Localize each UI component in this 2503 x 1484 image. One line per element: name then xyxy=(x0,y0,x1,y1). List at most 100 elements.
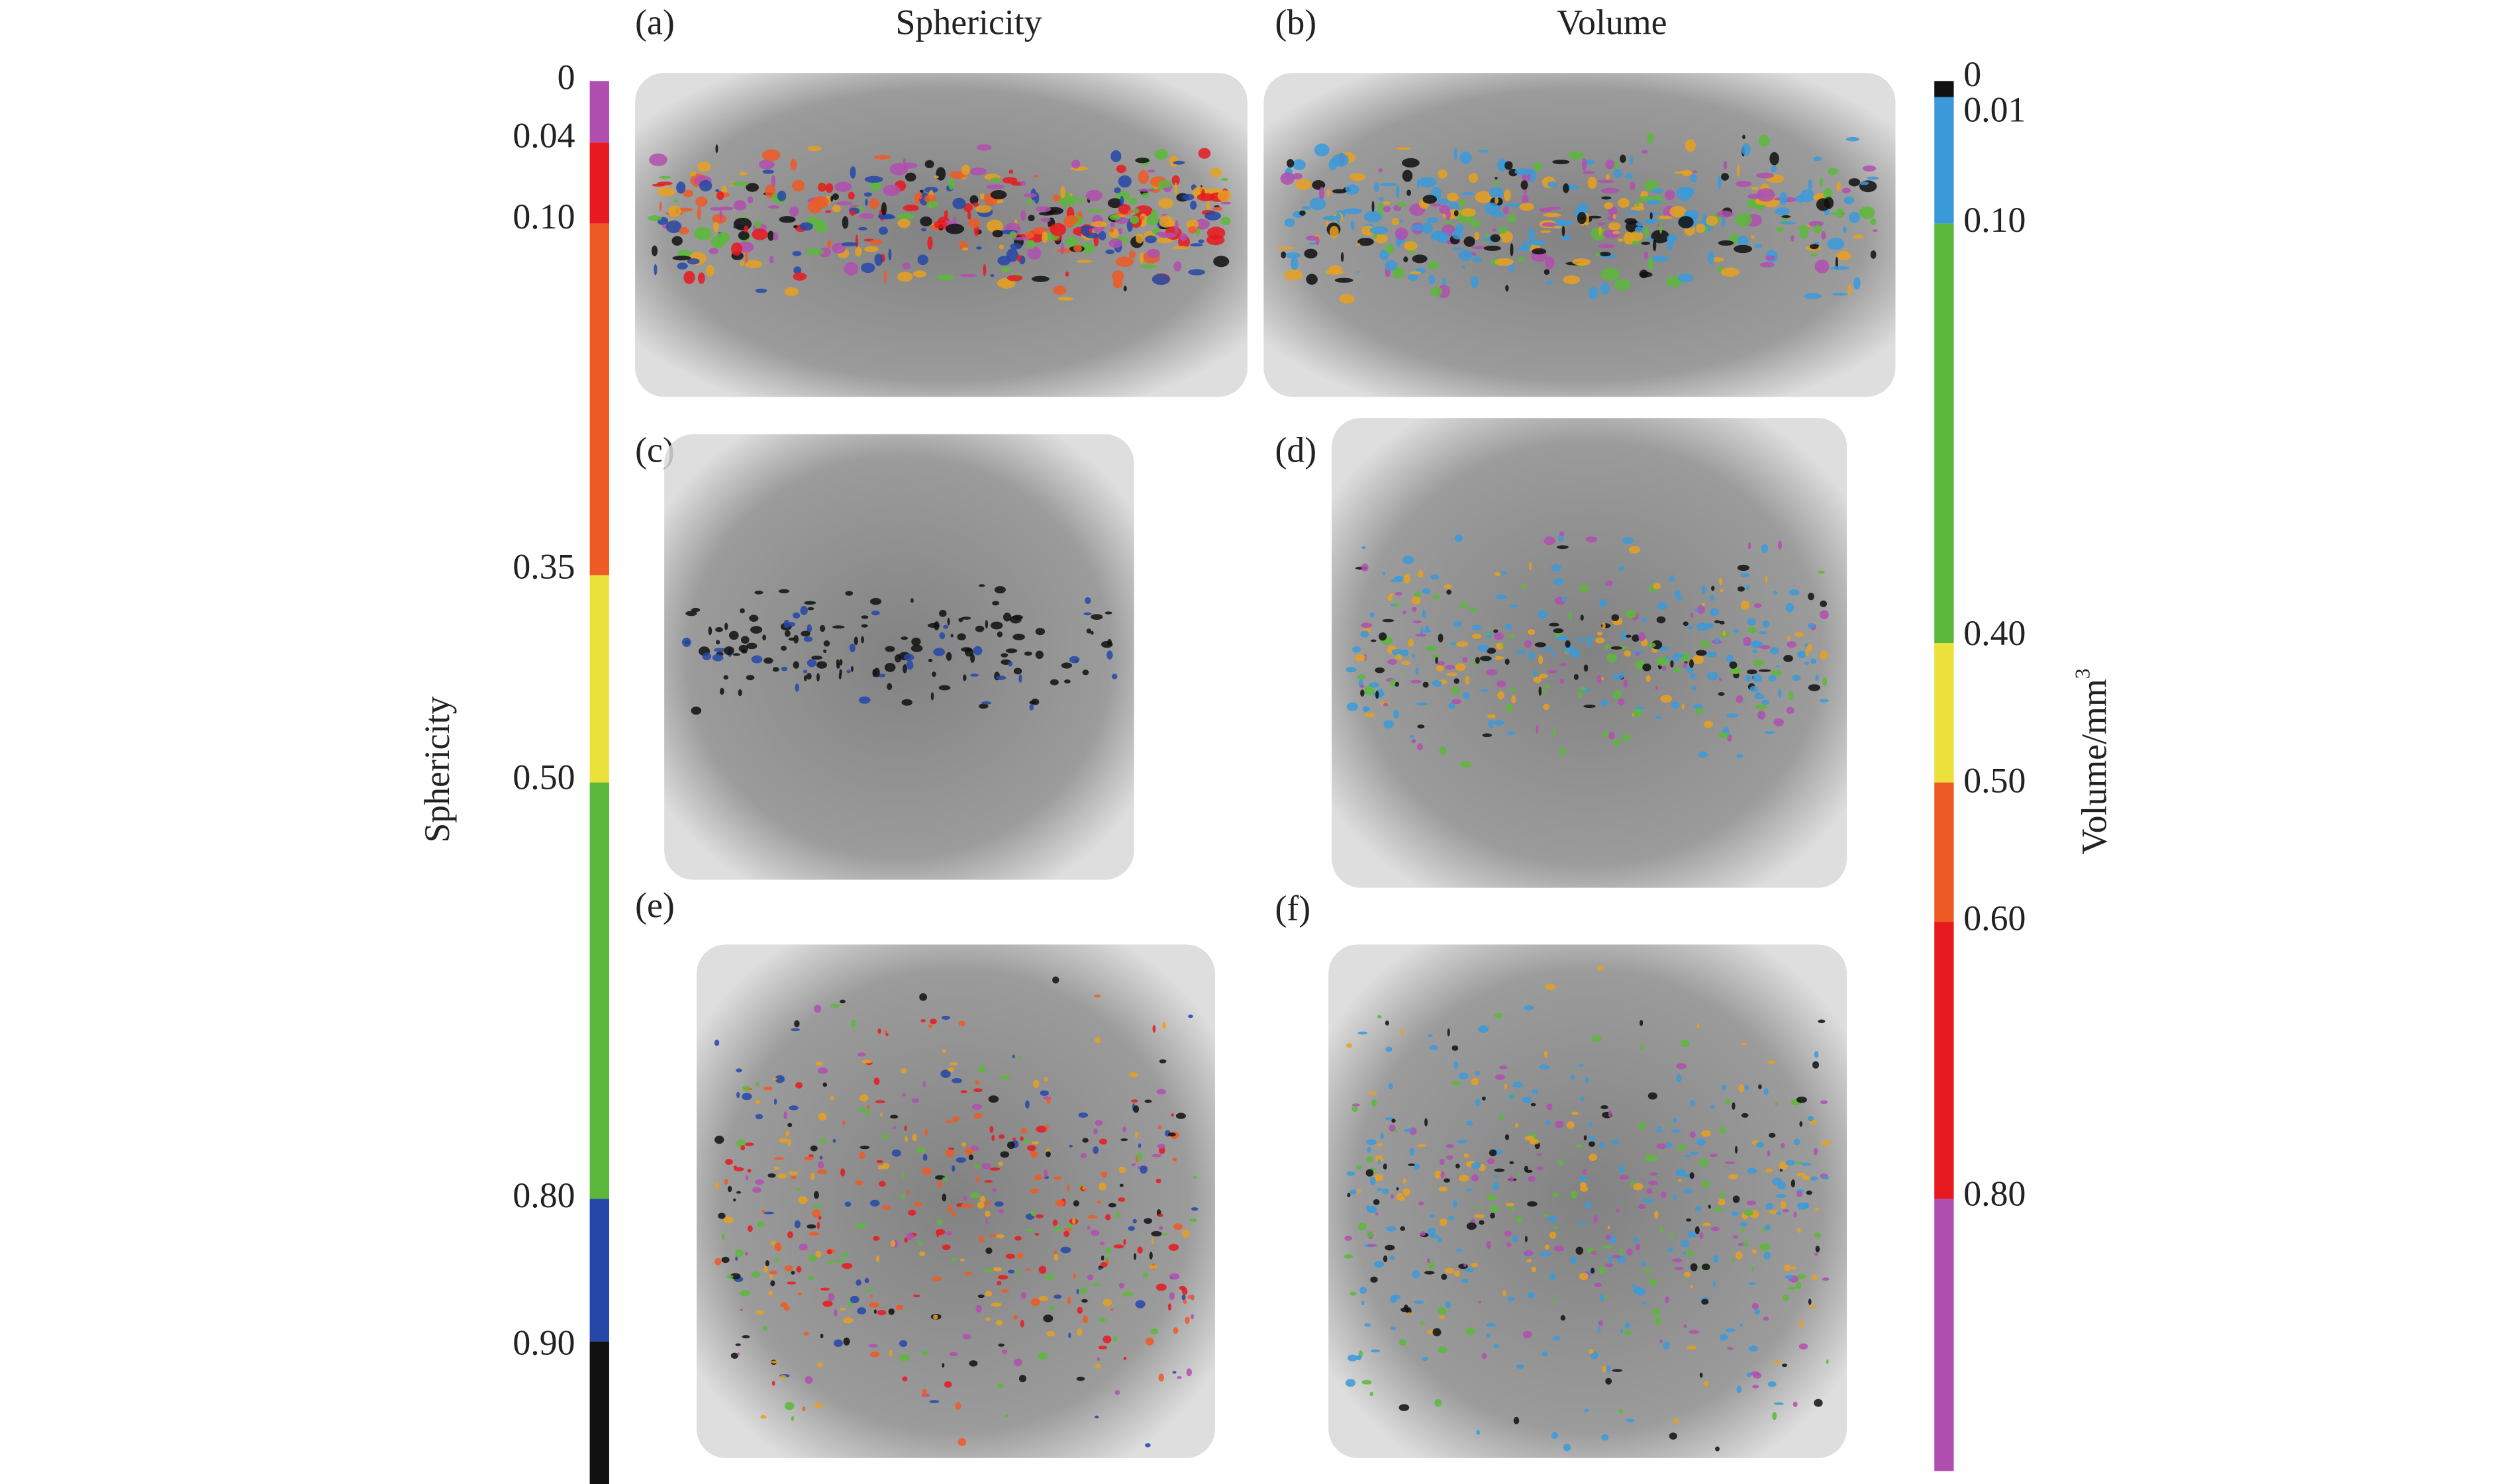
pore xyxy=(770,1240,776,1246)
pore xyxy=(1163,1232,1168,1236)
pore xyxy=(1757,710,1766,720)
pore xyxy=(1545,281,1554,284)
pore xyxy=(1599,1266,1606,1274)
pore xyxy=(1374,1155,1384,1163)
pore xyxy=(1604,202,1614,209)
pore xyxy=(1797,650,1806,659)
pore xyxy=(857,1307,867,1314)
pore xyxy=(765,1260,769,1267)
pore xyxy=(1346,1171,1355,1176)
pore xyxy=(958,241,968,250)
pore xyxy=(1082,1185,1086,1190)
pore xyxy=(1693,704,1703,709)
pore xyxy=(755,288,767,293)
pore xyxy=(1830,266,1849,270)
pore xyxy=(1346,1043,1353,1048)
pore xyxy=(992,601,1000,606)
pore xyxy=(842,216,849,229)
pore xyxy=(1665,1142,1673,1148)
pore xyxy=(724,1158,733,1165)
pore xyxy=(1357,238,1374,246)
pore xyxy=(1023,193,1037,198)
pore xyxy=(1842,226,1847,233)
pore xyxy=(1045,1124,1049,1131)
pore xyxy=(1649,212,1653,220)
pore xyxy=(754,1179,764,1185)
pore xyxy=(1397,202,1406,208)
pore xyxy=(1134,205,1153,217)
pore xyxy=(1731,1258,1735,1263)
pore xyxy=(1346,1379,1356,1387)
pore xyxy=(1690,1285,1694,1289)
pore xyxy=(1389,679,1396,687)
pore xyxy=(1044,1274,1055,1280)
pore xyxy=(1683,662,1688,669)
pore xyxy=(1420,1321,1425,1326)
pore xyxy=(1506,703,1513,713)
pore xyxy=(1551,1432,1558,1440)
pore xyxy=(1494,1168,1505,1172)
pore xyxy=(1740,1221,1747,1227)
pore xyxy=(991,1134,995,1142)
pore xyxy=(790,158,797,171)
pore xyxy=(952,1165,956,1172)
pore xyxy=(1411,739,1416,744)
pore xyxy=(1438,170,1448,179)
pore xyxy=(657,187,676,197)
pore xyxy=(1649,1278,1657,1286)
pore xyxy=(1394,575,1404,581)
pore xyxy=(807,607,814,611)
panel-image xyxy=(697,944,1215,1458)
pore xyxy=(967,218,980,228)
pore xyxy=(1366,1139,1377,1145)
pore xyxy=(1618,198,1630,208)
pore xyxy=(719,208,722,223)
pore xyxy=(985,1218,989,1224)
pore xyxy=(1758,1084,1762,1089)
pore xyxy=(796,1265,802,1273)
pore xyxy=(861,1060,872,1064)
pore xyxy=(903,664,907,673)
pore xyxy=(1050,679,1059,685)
pore xyxy=(1118,175,1132,188)
pore xyxy=(1422,195,1438,204)
pore xyxy=(940,1069,951,1078)
pore xyxy=(1632,650,1644,654)
pore xyxy=(1518,256,1525,262)
pore xyxy=(948,178,955,190)
pore xyxy=(1547,181,1557,187)
pore xyxy=(1553,1226,1558,1229)
pore xyxy=(1490,1212,1495,1218)
pore xyxy=(723,675,728,680)
pore xyxy=(1539,1064,1550,1069)
colorbar-segment xyxy=(1934,97,1954,224)
pore xyxy=(1640,1043,1644,1051)
pore xyxy=(735,1256,738,1261)
pore xyxy=(1031,275,1050,282)
pore xyxy=(1394,603,1400,607)
pore xyxy=(803,669,808,673)
pore xyxy=(1396,237,1401,248)
pore xyxy=(1148,1265,1158,1269)
pore xyxy=(1191,1207,1199,1211)
pore xyxy=(1649,1172,1658,1176)
pore xyxy=(936,167,946,181)
pore xyxy=(902,262,911,270)
pore xyxy=(1543,213,1561,217)
pore xyxy=(1689,659,1694,668)
pore xyxy=(1553,577,1564,585)
pore xyxy=(1385,244,1395,254)
pore xyxy=(1080,1287,1087,1295)
pore xyxy=(985,1201,991,1206)
pore xyxy=(1538,673,1548,679)
pore xyxy=(1579,1182,1587,1188)
pore xyxy=(1552,160,1570,165)
pore xyxy=(1738,1084,1744,1093)
pore xyxy=(1736,164,1740,177)
pore xyxy=(962,1334,971,1340)
pore xyxy=(1676,1073,1682,1083)
pore xyxy=(807,659,817,668)
pore xyxy=(1692,170,1698,173)
pore xyxy=(1693,655,1704,665)
pore xyxy=(1556,636,1569,641)
